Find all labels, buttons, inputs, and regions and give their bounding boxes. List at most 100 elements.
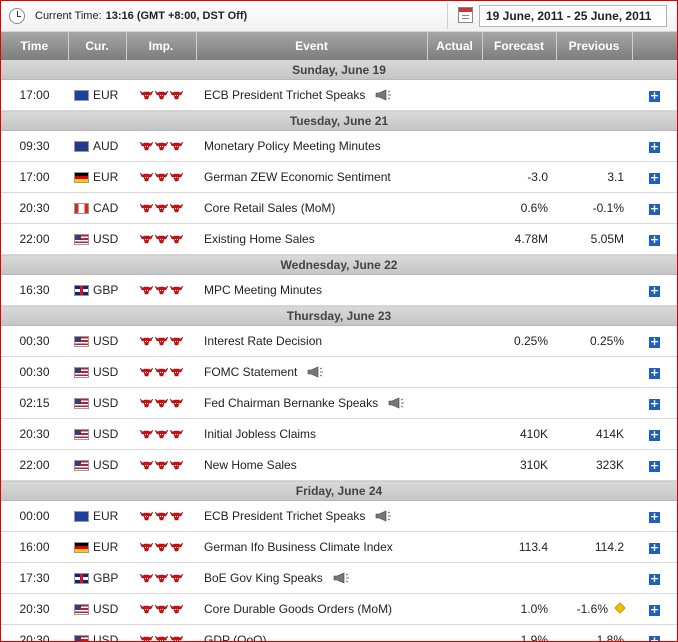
- event-actual: [427, 274, 482, 306]
- event-forecast: [482, 562, 556, 594]
- event-name-cell: German ZEW Economic Sentiment: [196, 161, 427, 193]
- event-name-cell: ECB President Trichet Speaks: [196, 79, 427, 111]
- event-name[interactable]: BoE Gov King Speaks: [204, 571, 323, 585]
- bull-icon: [168, 335, 184, 346]
- bull-icon: [138, 171, 154, 182]
- plus-icon[interactable]: +: [649, 603, 660, 616]
- plus-icon[interactable]: +: [649, 140, 660, 153]
- column-header-event[interactable]: Event: [196, 32, 428, 60]
- top-bar: Current Time: 13:16 (GMT +8:00, DST Off)…: [1, 1, 677, 32]
- event-currency: GBP: [93, 571, 119, 585]
- event-row[interactable]: 02:15 USD Fed Chairman Bernanke Speaks +: [1, 387, 677, 419]
- event-previous: 5.05M: [590, 232, 624, 246]
- event-row[interactable]: 20:30 CAD Core Retail Sales (MoM) 0.6% -0.1%…: [1, 192, 677, 224]
- event-name-cell: Existing Home Sales: [196, 223, 427, 255]
- event-name[interactable]: FOMC Statement: [204, 365, 298, 379]
- plus-icon[interactable]: +: [649, 233, 660, 246]
- column-header-previous[interactable]: Previous: [556, 32, 633, 60]
- event-name[interactable]: Monetary Policy Meeting Minutes: [204, 139, 381, 153]
- plus-icon[interactable]: +: [649, 202, 660, 215]
- calendar-icon[interactable]: [458, 7, 473, 23]
- plus-icon[interactable]: +: [649, 635, 660, 641]
- day-header-row: Wednesday, June 22: [1, 254, 677, 275]
- column-header-forecast[interactable]: Forecast: [482, 32, 557, 60]
- event-previous: -1.6%: [576, 602, 608, 616]
- event-actual: [427, 624, 482, 641]
- column-header-importance[interactable]: Imp.: [126, 32, 197, 60]
- event-name[interactable]: German ZEW Economic Sentiment: [204, 170, 391, 184]
- bull-icon: [153, 202, 169, 213]
- event-name[interactable]: German Ifo Business Climate Index: [204, 540, 393, 554]
- bull-icon: [153, 140, 169, 151]
- event-row[interactable]: 20:30 USD Initial Jobless Claims 410K 414K +: [1, 418, 677, 450]
- event-time: 17:30: [1, 562, 68, 594]
- event-row[interactable]: 20:30 USD Core Durable Goods Orders (MoM) 1…: [1, 593, 677, 625]
- flag-icon: [74, 573, 89, 584]
- flag-icon: [74, 635, 89, 641]
- event-time: 22:00: [1, 449, 68, 481]
- flag-icon: [74, 141, 89, 152]
- plus-icon[interactable]: +: [649, 366, 660, 379]
- event-name[interactable]: Existing Home Sales: [204, 232, 315, 246]
- bull-icon: [138, 284, 154, 295]
- bull-icon: [153, 459, 169, 470]
- event-forecast: 1.0%: [482, 593, 556, 625]
- event-row[interactable]: 00:30 USD Interest Rate Decision 0.25% 0.25%…: [1, 325, 677, 357]
- plus-icon[interactable]: +: [649, 541, 660, 554]
- event-time: 00:30: [1, 356, 68, 388]
- event-row[interactable]: 20:30 USD GDP (QoQ) 1.9% 1.8% +: [1, 624, 677, 642]
- event-currency: AUD: [93, 139, 119, 153]
- event-row[interactable]: 09:30 AUD Monetary Policy Meeting Minutes +: [1, 130, 677, 162]
- bull-icon: [138, 634, 154, 641]
- plus-icon[interactable]: +: [649, 89, 660, 102]
- event-row[interactable]: 00:00 EUR ECB President Trichet Speaks +: [1, 500, 677, 532]
- event-name[interactable]: Fed Chairman Bernanke Speaks: [204, 396, 379, 410]
- plus-icon[interactable]: +: [649, 459, 660, 472]
- event-name[interactable]: Interest Rate Decision: [204, 334, 323, 348]
- plus-icon[interactable]: +: [649, 284, 660, 297]
- event-row[interactable]: 17:00 EUR German ZEW Economic Sentiment -3.…: [1, 161, 677, 193]
- event-row[interactable]: 00:30 USD FOMC Statement +: [1, 356, 677, 388]
- plus-icon[interactable]: +: [649, 171, 660, 184]
- event-previous-cell: [556, 387, 632, 419]
- column-header-time[interactable]: Time: [1, 32, 69, 60]
- event-name[interactable]: GDP (QoQ): [204, 633, 267, 642]
- event-row[interactable]: 22:00 USD New Home Sales 310K 323K +: [1, 449, 677, 481]
- diamond-icon: [614, 602, 626, 614]
- event-name[interactable]: MPC Meeting Minutes: [204, 283, 323, 297]
- event-details-cell: +: [632, 274, 677, 306]
- event-row[interactable]: 16:30 GBP MPC Meeting Minutes +: [1, 274, 677, 306]
- event-name[interactable]: Core Durable Goods Orders (MoM): [204, 602, 393, 616]
- event-time: 02:15: [1, 387, 68, 419]
- date-range-selector[interactable]: 19 June, 2011 - 25 June, 2011: [479, 5, 667, 27]
- bull-icon: [138, 428, 154, 439]
- event-name[interactable]: Core Retail Sales (MoM): [204, 201, 336, 215]
- event-name-cell: BoE Gov King Speaks: [196, 562, 427, 594]
- bull-icon: [153, 510, 169, 521]
- event-row[interactable]: 17:00 EUR ECB President Trichet Speaks +: [1, 79, 677, 111]
- plus-icon[interactable]: +: [649, 572, 660, 585]
- column-header-currency[interactable]: Cur.: [68, 32, 127, 60]
- plus-icon[interactable]: +: [649, 510, 660, 523]
- column-header-actual[interactable]: Actual: [427, 32, 483, 60]
- event-currency-cell: EUR: [68, 500, 126, 532]
- day-label: Friday, June 24: [1, 480, 677, 501]
- plus-icon[interactable]: +: [649, 397, 660, 410]
- event-row[interactable]: 17:30 GBP BoE Gov King Speaks +: [1, 562, 677, 594]
- event-name[interactable]: Initial Jobless Claims: [204, 427, 317, 441]
- bull-icon: [138, 202, 154, 213]
- bull-icon: [153, 171, 169, 182]
- event-row[interactable]: 16:00 EUR German Ifo Business Climate Inde…: [1, 531, 677, 563]
- event-currency: USD: [93, 458, 119, 472]
- event-row[interactable]: 22:00 USD Existing Home Sales 4.78M 5.05M +: [1, 223, 677, 255]
- event-name-cell: Fed Chairman Bernanke Speaks: [196, 387, 427, 419]
- event-name[interactable]: ECB President Trichet Speaks: [204, 88, 366, 102]
- event-details-cell: +: [632, 223, 677, 255]
- event-name[interactable]: ECB President Trichet Speaks: [204, 509, 366, 523]
- plus-icon[interactable]: +: [649, 428, 660, 441]
- plus-icon[interactable]: +: [649, 335, 660, 348]
- event-name[interactable]: New Home Sales: [204, 458, 297, 472]
- event-currency-cell: AUD: [68, 130, 126, 162]
- day-label: Tuesday, June 21: [1, 110, 677, 131]
- bull-icon: [153, 366, 169, 377]
